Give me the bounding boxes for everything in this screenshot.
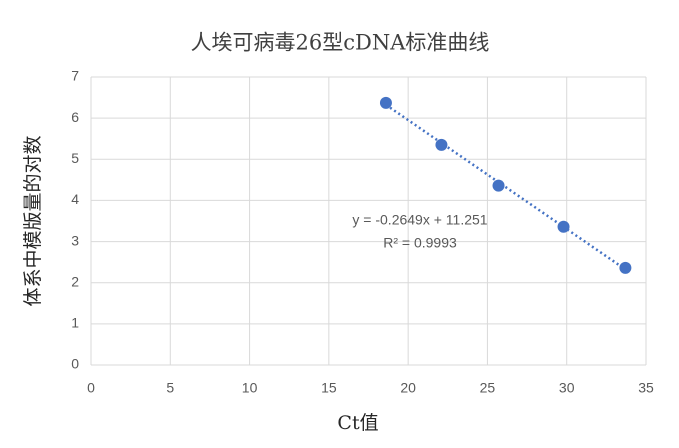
y-tick-label: 2 — [71, 273, 79, 289]
x-tick-label: 15 — [321, 380, 337, 396]
r-squared: R² = 0.9993 — [383, 235, 457, 251]
x-axis-label: Ct值 — [337, 412, 378, 434]
chart-title: 人埃可病毒26型cDNA标准曲线 — [191, 31, 490, 55]
x-tick-label: 20 — [400, 380, 416, 396]
y-tick-label: 7 — [71, 68, 79, 84]
point — [619, 261, 632, 274]
y-tick-label: 3 — [71, 232, 79, 248]
point — [435, 138, 448, 151]
point — [492, 179, 505, 192]
trendline-equation: y = -0.2649x + 11.251 — [352, 212, 487, 228]
y-axis-label: 体系中模版量的对数 — [22, 135, 44, 306]
point — [379, 96, 392, 109]
y-tick-label: 4 — [71, 191, 79, 207]
y-tick-label: 0 — [71, 356, 79, 372]
x-tick-label: 0 — [87, 380, 95, 396]
x-tick-label: 35 — [638, 380, 654, 396]
point — [557, 220, 570, 233]
x-tick-label: 25 — [480, 380, 496, 396]
x-tick-label: 30 — [559, 380, 575, 396]
y-tick-label: 5 — [71, 150, 79, 166]
y-tick-label: 6 — [71, 109, 79, 125]
x-tick-label: 10 — [242, 380, 258, 396]
trendline — [385, 103, 627, 271]
x-tick-label: 5 — [166, 380, 174, 396]
y-tick-label: 1 — [71, 315, 79, 331]
